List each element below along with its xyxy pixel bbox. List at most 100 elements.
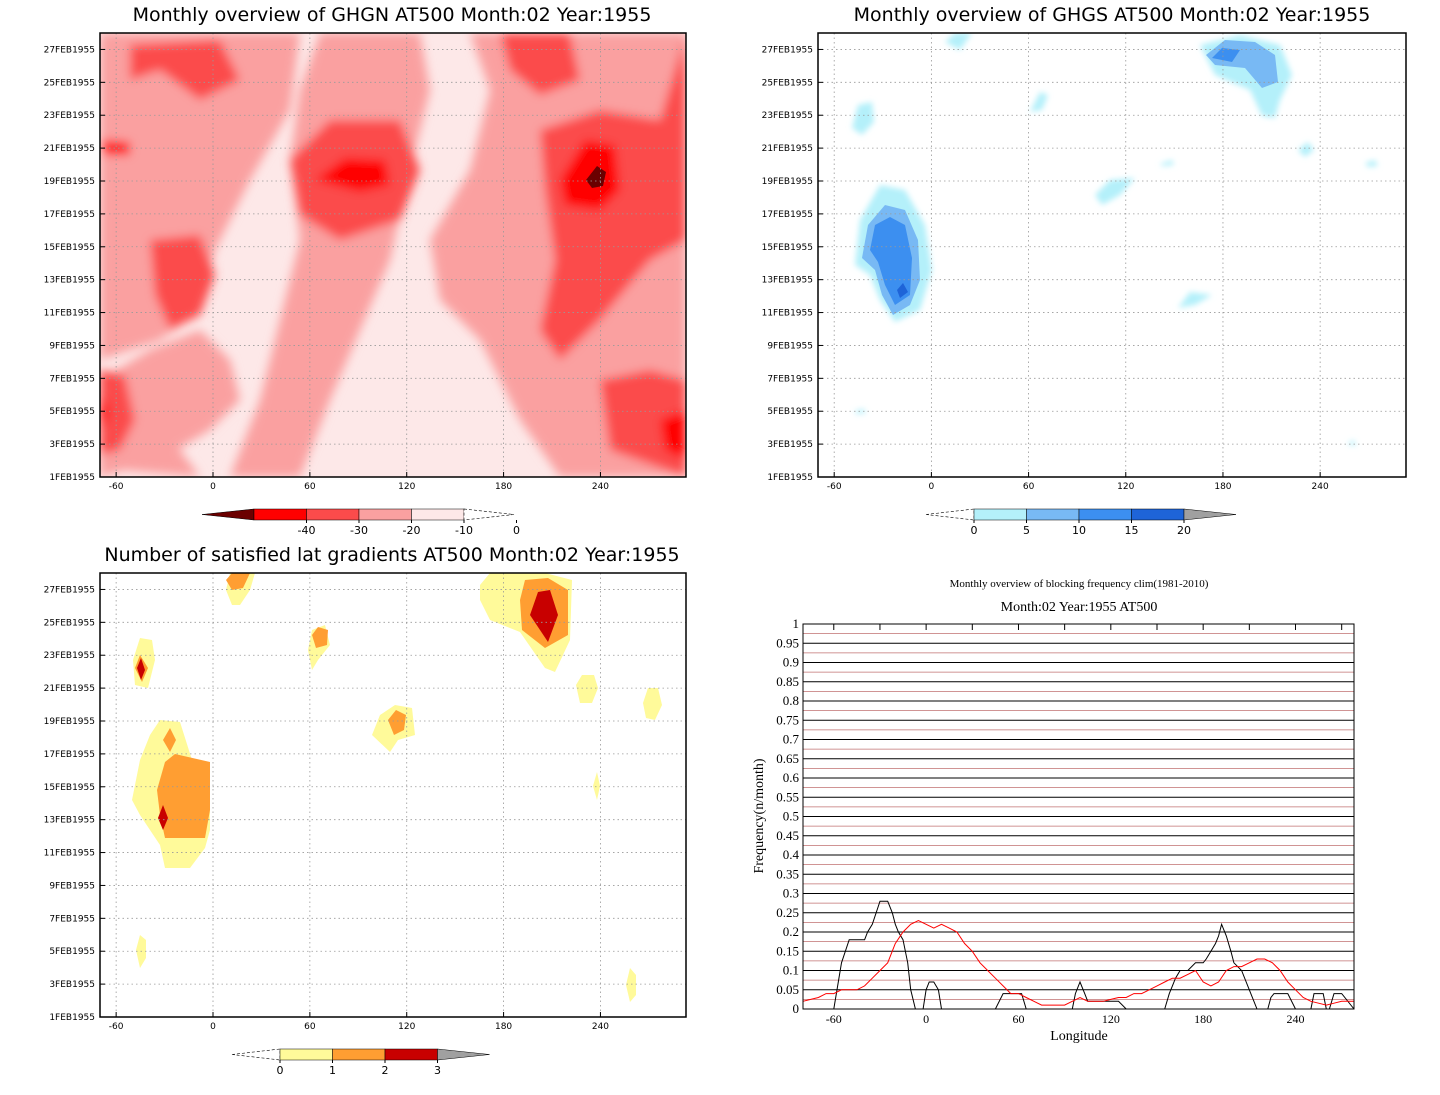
y-tick-label: 21FEB1955 (44, 144, 95, 154)
lat-colorbar: 0 1 2 3 (231, 1048, 490, 1077)
ghgs-contour-0 (1365, 160, 1378, 167)
colorbar-lower-extension (231, 1048, 281, 1061)
colorbar-upper-extension (1183, 508, 1237, 521)
colorbar-tick-label: -10 (455, 524, 473, 537)
y-tick-label: 1FEB1955 (49, 473, 95, 483)
lat-contour-2 (158, 805, 168, 830)
colorbar-segment (332, 1048, 386, 1061)
freq-y-tick-label: 0.35 (776, 866, 799, 881)
y-tick-label: 27FEB1955 (44, 45, 95, 55)
x-tick-label: 180 (1214, 482, 1231, 492)
y-tick-label: 21FEB1955 (44, 684, 95, 694)
y-tick-label: 17FEB1955 (44, 210, 95, 220)
y-tick-label: 15FEB1955 (44, 783, 95, 793)
ghgn-title: Monthly overview of GHGN AT500 Month:02 … (133, 4, 652, 26)
freq-y-tick-label: 0 (793, 1001, 800, 1016)
x-tick-label: 240 (1312, 482, 1329, 492)
freq-x-tick-label: 180 (1194, 1012, 1212, 1026)
y-tick-label: 5FEB1955 (49, 407, 95, 417)
freq-y-tick-label: 0.3 (783, 886, 799, 901)
freq-xlabel: Longitude (1050, 1029, 1108, 1044)
freq-x-axis: -60 0 60 120 180 240 (826, 624, 1343, 1026)
y-tick-label: 9FEB1955 (767, 341, 813, 351)
x-tick-label: 60 (1023, 482, 1035, 492)
ghgn-contour-minus10 (100, 330, 240, 477)
colorbar-tick-label: 3 (434, 1064, 441, 1077)
lat-panel: Number of satisfied lat gradients AT500 … (44, 544, 687, 1077)
y-tick-label: 11FEB1955 (762, 309, 813, 319)
freq-y-tick-label: 0.95 (776, 635, 799, 650)
y-tick-label: 23FEB1955 (44, 651, 95, 661)
y-tick-label: 25FEB1955 (762, 78, 813, 88)
colorbar-segment (253, 508, 307, 521)
colorbar-tick-label: 0 (513, 524, 520, 537)
y-tick-label: 13FEB1955 (762, 276, 813, 286)
ghgs-contour-0 (1095, 178, 1135, 205)
colorbar-tick-label: -40 (298, 524, 316, 537)
y-tick-label: 21FEB1955 (762, 144, 813, 154)
ghgn-panel: Monthly overview of GHGN AT500 Month:02 … (44, 4, 687, 537)
lat-contour-0 (576, 675, 598, 703)
lat-frame (99, 572, 687, 1018)
freq-series-black-line (803, 900, 1355, 1010)
ghgs-contour-10 (1212, 48, 1240, 62)
ghgn-contour-minus20 (150, 235, 215, 330)
colorbar-segment (1078, 508, 1132, 521)
freq-frame (802, 623, 1355, 1010)
x-tick-label: 120 (1117, 482, 1134, 492)
freq-y-tick-label: 0.7 (783, 732, 800, 747)
y-tick-label: 23FEB1955 (762, 111, 813, 121)
freq-y-tick-label: 0.15 (776, 943, 799, 958)
colorbar-tick-label: 20 (1177, 524, 1191, 537)
y-tick-label: 19FEB1955 (44, 717, 95, 727)
x-tick-label: 0 (929, 482, 935, 492)
colorbar-segment (1026, 508, 1080, 521)
colorbar-segment (358, 508, 412, 521)
x-tick-label: 180 (495, 482, 512, 492)
ghgn-x-axis: -60 0 60 120 180 240 (109, 472, 609, 492)
colorbar-tick-label: -20 (403, 524, 421, 537)
colorbar-lower-extension (201, 508, 255, 521)
y-tick-label: 7FEB1955 (49, 374, 95, 384)
y-tick-label: 15FEB1955 (762, 243, 813, 253)
ghgs-contour-0 (855, 409, 866, 414)
freq-x-tick-label: -60 (826, 1012, 842, 1026)
ghgn-plot: 1FEB1955 3FEB1955 5FEB1955 7FEB1955 9FEB1955… (44, 32, 687, 492)
lat-contour-0 (643, 688, 662, 720)
colorbar-segment (306, 508, 360, 521)
colorbar-tick-label: 15 (1125, 524, 1139, 537)
freq-y-tick-label: 0.25 (776, 905, 799, 920)
y-tick-label: 7FEB1955 (49, 914, 95, 924)
ghgs-contour-0 (1030, 92, 1048, 112)
ghgs-frame (817, 32, 1407, 478)
ghgn-contour-minus30 (100, 395, 110, 425)
freq-x-tick-label: 0 (923, 1012, 929, 1026)
x-tick-label: 120 (398, 1022, 415, 1032)
ghgs-contour-0 (1298, 142, 1314, 157)
lat-contour-2 (137, 658, 145, 680)
y-tick-label: 17FEB1955 (44, 750, 95, 760)
colorbar-tick-label: 0 (971, 524, 978, 537)
y-tick-label: 3FEB1955 (49, 980, 95, 990)
freq-x-tick-label: 240 (1287, 1012, 1305, 1026)
freq-y-tick-label: 0.1 (783, 963, 799, 978)
ghgn-frame (99, 32, 687, 478)
y-tick-label: 27FEB1955 (762, 45, 813, 55)
colorbar-segment (973, 508, 1027, 521)
ghgn-contour-minus30 (315, 158, 390, 192)
y-tick-label: 11FEB1955 (44, 849, 95, 859)
colorbar-tick-label: 2 (382, 1064, 389, 1077)
y-tick-label: 19FEB1955 (44, 177, 95, 187)
y-tick-label: 13FEB1955 (44, 816, 95, 826)
y-tick-label: 3FEB1955 (767, 440, 813, 450)
freq-y-tick-label: 0.65 (776, 751, 799, 766)
y-tick-label: 13FEB1955 (44, 276, 95, 286)
y-tick-label: 19FEB1955 (762, 177, 813, 187)
y-tick-label: 7FEB1955 (767, 374, 813, 384)
lat-contour-1 (312, 627, 328, 648)
lat-contour-1 (226, 573, 250, 590)
freq-y-tick-label: 0.2 (783, 924, 799, 939)
ghgn-y-axis: 1FEB1955 3FEB1955 5FEB1955 7FEB1955 9FEB1955… (44, 45, 105, 483)
ghgn-contour-minus20 (500, 33, 580, 95)
